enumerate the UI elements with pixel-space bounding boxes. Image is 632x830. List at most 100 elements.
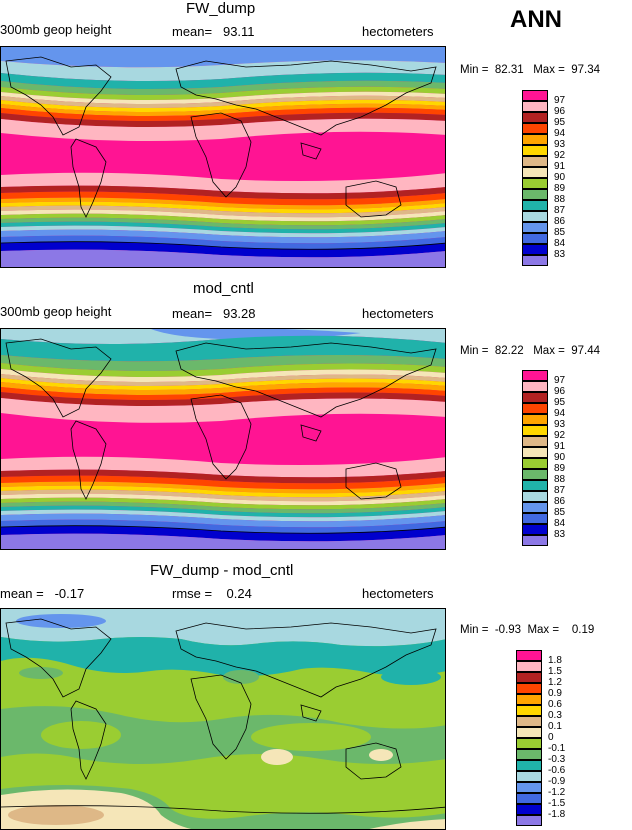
colorbar-swatch (522, 436, 548, 447)
colorbar-swatch (516, 793, 542, 804)
colorbar-tick-label: 97 (554, 95, 566, 106)
panel3-units: hectometers (362, 586, 434, 601)
colorbar-swatch (522, 189, 548, 200)
colorbar-swatch (516, 738, 542, 749)
colorbar-swatch (522, 255, 548, 266)
panel1-mean: mean= 93.11 (172, 24, 255, 39)
colorbar-swatch (522, 112, 548, 123)
colorbar-swatch (522, 403, 548, 414)
colorbar-tick-label: 91 (554, 441, 566, 452)
panel2-map (0, 328, 446, 550)
colorbar-tick-label: 0.1 (548, 721, 562, 732)
colorbar-tick-label: 88 (554, 474, 566, 485)
colorbar-swatch (522, 134, 548, 145)
colorbar-tick-label: 95 (554, 117, 566, 128)
panel1-title: FW_dump (186, 0, 256, 17)
colorbar-swatch (516, 749, 542, 760)
colorbar-tick-label: 93 (554, 419, 566, 430)
colorbar-tick-label: 90 (554, 172, 566, 183)
colorbar-tick-label: 91 (554, 161, 566, 172)
colorbar-swatch (522, 370, 548, 381)
colorbar-tick-label: 87 (554, 485, 566, 496)
panel2-coastlines (1, 338, 445, 534)
panel2-mean: mean= 93.28 (172, 306, 256, 321)
panel3-minmax: Min = -0.93 Max = 0.19 (460, 624, 595, 636)
panel1-contour-plot (1, 47, 445, 267)
colorbar-swatch (516, 672, 542, 683)
colorbar-tick-label: 84 (554, 238, 566, 249)
colorbar-tick-label: 1.2 (548, 677, 562, 688)
colorbar-tick-label: 0.6 (548, 699, 562, 710)
colorbar-swatch (522, 392, 548, 403)
colorbar-tick-label: -1.8 (548, 809, 566, 820)
colorbar-swatch (516, 650, 542, 661)
panel3-coastlines (1, 618, 445, 814)
colorbar-tick-label: 92 (554, 150, 566, 161)
colorbar-tick-label: -0.1 (548, 743, 566, 754)
colorbar-swatch (516, 815, 542, 826)
colorbar-tick-label: 1.8 (548, 655, 562, 666)
colorbar-tick-label: 84 (554, 518, 566, 529)
colorbar-tick-label: 95 (554, 397, 566, 408)
colorbar-swatch (522, 244, 548, 255)
panel1-minmax: Min = 82.31 Max = 97.34 (460, 64, 601, 76)
colorbar-tick-label: -0.6 (548, 765, 566, 776)
colorbar-tick-label: 92 (554, 430, 566, 441)
colorbar-swatch (522, 491, 548, 502)
colorbar-swatch (522, 414, 548, 425)
colorbar-tick-label: -1.2 (548, 787, 566, 798)
colorbar-swatch (516, 771, 542, 782)
panel2-title: mod_cntl (193, 280, 254, 297)
panel2-variable: 300mb geop height (0, 304, 112, 319)
colorbar-swatch (522, 458, 548, 469)
colorbar-swatch (516, 727, 542, 738)
colorbar-tick-label: -1.5 (548, 798, 566, 809)
colorbar-swatch (522, 90, 548, 101)
colorbar-tick-label: 94 (554, 128, 566, 139)
colorbar-tick-label: 0.3 (548, 710, 562, 721)
colorbar-tick-label: 83 (554, 529, 566, 540)
colorbar-swatch (522, 381, 548, 392)
colorbar-tick-label: 97 (554, 375, 566, 386)
colorbar-tick-label: 85 (554, 227, 566, 238)
colorbar-swatch (522, 469, 548, 480)
panel3-rmse: rmse = 0.24 (172, 586, 252, 601)
colorbar-swatch (516, 760, 542, 771)
colorbar-swatch (516, 661, 542, 672)
colorbar-swatch (522, 178, 548, 189)
colorbar-swatch (522, 200, 548, 211)
colorbar-tick-label: 1.5 (548, 666, 562, 677)
colorbar-swatch (522, 425, 548, 436)
colorbar-tick-label: 0.9 (548, 688, 562, 699)
panel1-units: hectometers (362, 24, 434, 39)
panel3-mean: mean = -0.17 (0, 586, 85, 601)
colorbar-swatch (522, 502, 548, 513)
panel3-map (0, 608, 446, 830)
colorbar-tick-label: 89 (554, 183, 566, 194)
panel2-units: hectometers (362, 306, 434, 321)
colorbar-swatch (522, 222, 548, 233)
colorbar-swatch (522, 524, 548, 535)
colorbar-swatch (516, 705, 542, 716)
colorbar-swatch (516, 694, 542, 705)
colorbar-tick-label: 94 (554, 408, 566, 419)
colorbar-tick-label: 89 (554, 463, 566, 474)
colorbar-tick-label: 87 (554, 205, 566, 216)
panel1-coastlines (1, 56, 445, 250)
colorbar-swatch (522, 211, 548, 222)
colorbar-swatch (522, 123, 548, 134)
colorbar-swatch (522, 233, 548, 244)
panel2-contour-plot (1, 329, 445, 549)
panel1-map (0, 46, 446, 268)
colorbar-tick-label: 96 (554, 106, 566, 117)
colorbar-swatch (516, 782, 542, 793)
panel3-title: FW_dump - mod_cntl (150, 562, 294, 579)
colorbar-tick-label: 0 (548, 732, 554, 743)
colorbar-tick-label: -0.3 (548, 754, 566, 765)
colorbar-swatch (522, 480, 548, 491)
panel3-contour-plot (1, 609, 445, 829)
colorbar-swatch (522, 101, 548, 112)
colorbar-tick-label: 93 (554, 139, 566, 150)
panel1-variable: 300mb geop height (0, 22, 112, 37)
colorbar-swatch (522, 156, 548, 167)
